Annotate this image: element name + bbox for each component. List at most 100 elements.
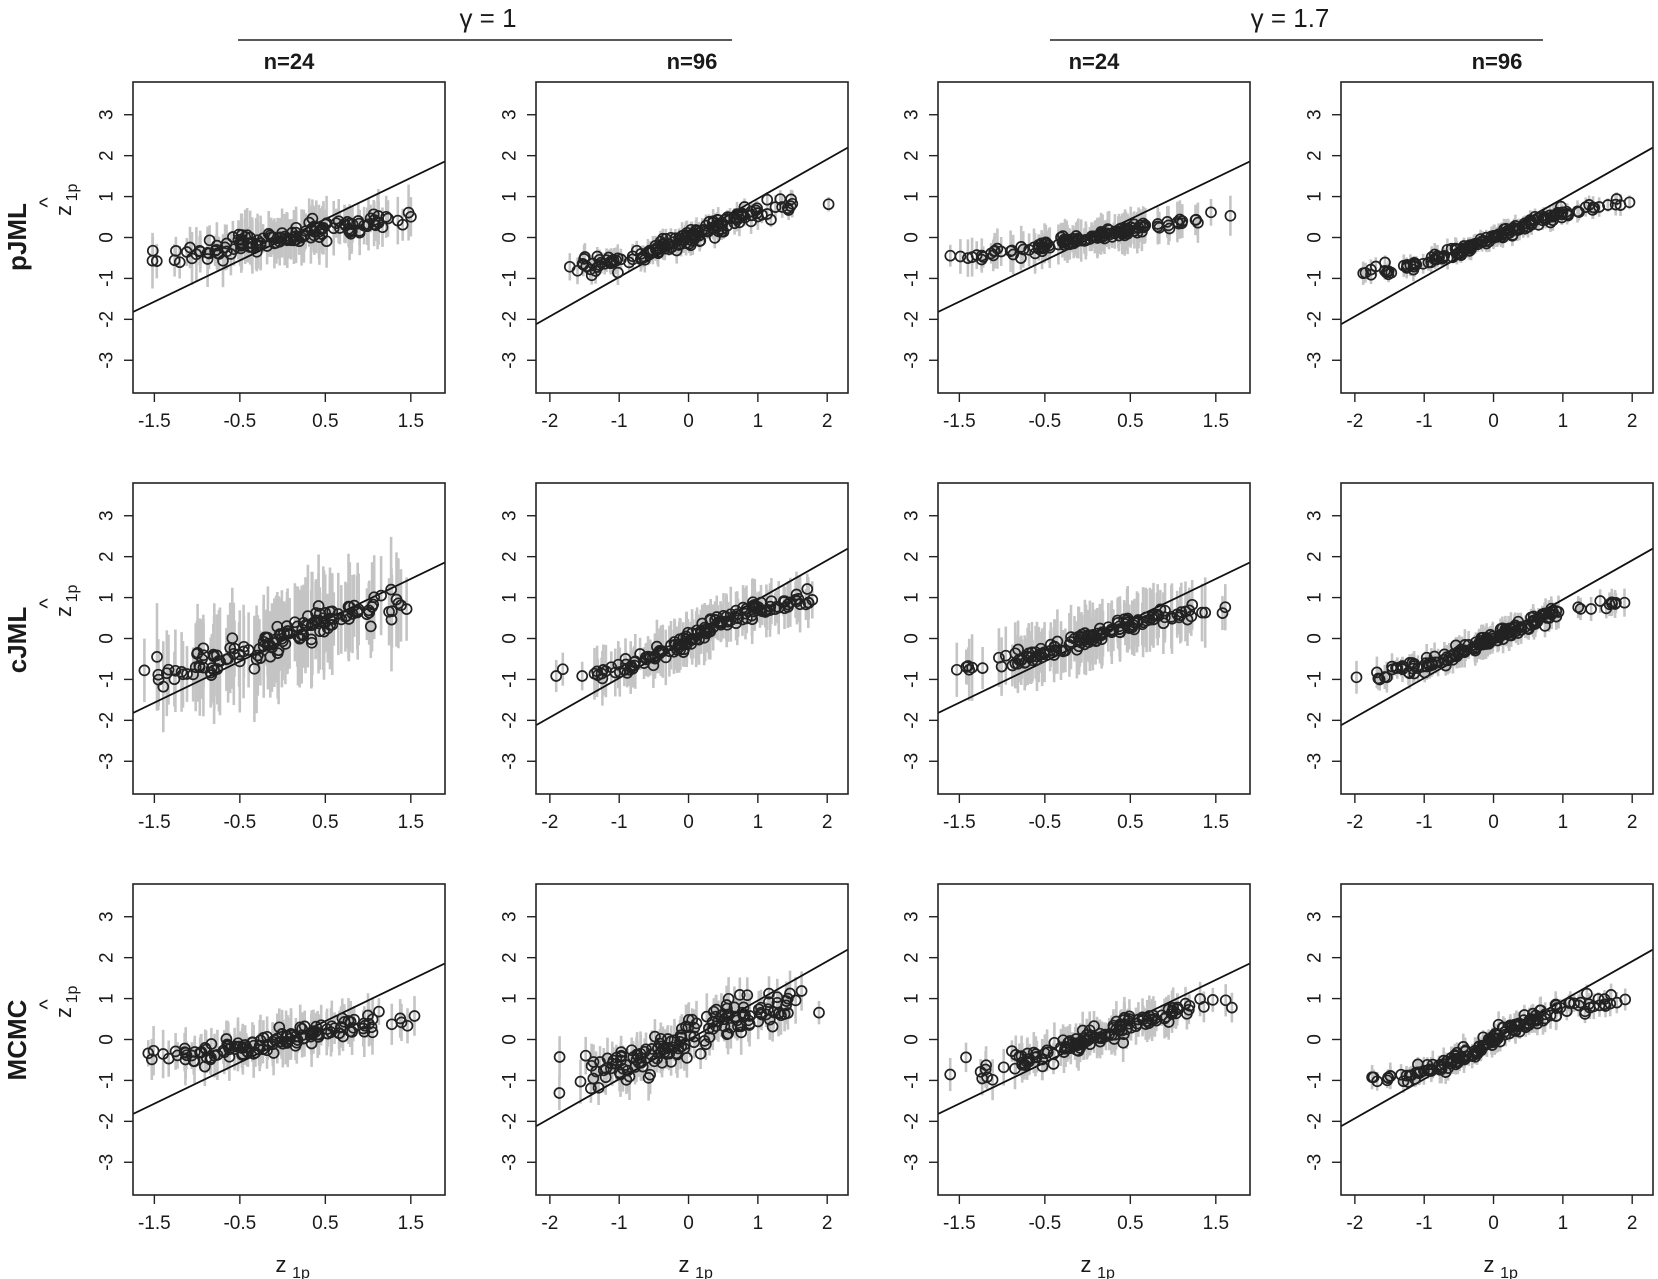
data-point-pjml-g17-n96-142 xyxy=(1408,260,1421,273)
data-point-mcmc-g17-n24-65 xyxy=(997,1061,1010,1074)
x-tick-label-cjml-g1-n96-1: -1 xyxy=(611,812,628,833)
data-point-cjml-g17-n24-117 xyxy=(1158,611,1171,624)
data-point-cjml-g1-n96-123 xyxy=(717,609,730,622)
data-point-cjml-g17-n96-151 xyxy=(1515,621,1527,633)
data-point-cjml-g17-n96-96 xyxy=(1525,611,1537,624)
data-point-pjml-g17-n96-148 xyxy=(1365,263,1377,276)
data-point-mcmc-g1-n96-113 xyxy=(553,1087,566,1099)
data-point-cjml-g1-n24-87 xyxy=(152,668,165,681)
data-point-pjml-g1-n96-126 xyxy=(635,252,648,264)
data-point-pjml-g1-n96-150 xyxy=(774,193,787,205)
x-tick-label-pjml-g17-n96-0: -2 xyxy=(1346,411,1363,432)
y-tick-label-cjml-g17-n24-3: 0 xyxy=(902,633,923,644)
data-point-mcmc-g1-n24-101 xyxy=(257,1043,269,1056)
data-point-mcmc-g17-n96-130 xyxy=(1508,1018,1521,1031)
data-point-mcmc-g1-n96-135 xyxy=(649,1030,661,1043)
data-point-pjml-g17-n96-155 xyxy=(1491,229,1503,242)
data-point-pjml-g17-n24-94 xyxy=(1085,230,1098,243)
data-point-mcmc-g1-n24-99 xyxy=(290,1030,302,1043)
data-point-cjml-g1-n96-134 xyxy=(784,596,797,609)
x-tick-label-cjml-g17-n24-0: -1.5 xyxy=(943,812,976,833)
panel-cjml-g1-n96: -3 -2 -1 0 1 2 3 -2 -1 0 1 2 xyxy=(500,482,849,833)
plot-area-pjml-g17-n24 xyxy=(938,160,1250,313)
data-point-mcmc-g17-n96-93 xyxy=(1469,1046,1482,1059)
x-tick-label-pjml-g1-n24-2: 0.5 xyxy=(312,411,338,432)
y-tick-label-mcmc-g1-n24-0: -3 xyxy=(97,1154,118,1171)
y-tick-label-cjml-g1-n24-5: 2 xyxy=(97,551,118,562)
data-point-pjml-g17-n24-63 xyxy=(1224,209,1237,222)
data-point-pjml-g1-n96-154 xyxy=(680,229,692,242)
x-axis-sub-mcmc-g1-n96: 1p xyxy=(695,1265,713,1279)
data-point-pjml-g17-n24-139 xyxy=(1120,223,1133,236)
panel-pjml-g17-n24: -3 -2 -1 0 1 2 3 -1.5 -0.5 0.5 1.5 xyxy=(902,81,1251,432)
data-point-cjml-g17-n96-145 xyxy=(1381,671,1393,684)
data-point-pjml-g1-n24-126 xyxy=(345,227,357,240)
data-point-cjml-g17-n24-134 xyxy=(966,661,978,674)
data-point-mcmc-g17-n96-136 xyxy=(1409,1067,1422,1079)
y-tick-label-pjml-g1-n24-0: -3 xyxy=(97,352,118,369)
data-point-cjml-g1-n24-97 xyxy=(213,654,225,667)
data-point-pjml-g1-n24-82 xyxy=(367,208,380,221)
data-point-cjml-g17-n24-125 xyxy=(1147,613,1160,626)
data-point-mcmc-g17-n24-35 xyxy=(1198,1001,1210,1013)
y-tick-label-cjml-g1-n96-3: 0 xyxy=(500,633,521,644)
y-tick-label-mcmc-g1-n96-4: 1 xyxy=(500,993,521,1004)
data-point-cjml-g17-n96-146 xyxy=(1528,618,1540,631)
data-point-cjml-g1-n24-53 xyxy=(364,620,377,633)
x-tick-label-pjml-g1-n96-2: 0 xyxy=(683,411,694,432)
gamma-label-2: γ = 1.7 xyxy=(1251,3,1330,33)
data-point-cjml-g17-n24-115 xyxy=(1029,646,1042,659)
y-tick-label-mcmc-g1-n24-5: 2 xyxy=(97,952,118,963)
panel-pjml-g1-n24: -3 -2 -1 0 1 2 3 -1.5 -0.5 0.5 1.5 ^z 1p xyxy=(35,81,446,432)
y-tick-label-mcmc-g17-n24-2: -1 xyxy=(902,1072,923,1089)
data-point-cjml-g1-n24-127 xyxy=(181,668,193,680)
y-tick-label-mcmc-g17-n96-4: 1 xyxy=(1305,993,1326,1004)
data-point-mcmc-g17-n24-118 xyxy=(1009,1049,1022,1061)
data-point-mcmc-g17-n24-12 xyxy=(960,1051,972,1064)
data-point-mcmc-g17-n24-58 xyxy=(1036,1060,1049,1073)
data-point-pjml-g1-n24-128 xyxy=(190,248,203,261)
data-point-mcmc-g1-n24-137 xyxy=(358,1019,371,1032)
data-point-cjml-g17-n96-149 xyxy=(1499,623,1512,635)
data-point-cjml-g1-n96-149 xyxy=(754,603,766,616)
data-point-pjml-g1-n24-121 xyxy=(368,214,381,226)
y-tick-label-cjml-g1-n24-6: 3 xyxy=(97,510,118,521)
data-point-mcmc-g17-n24-136 xyxy=(1081,1033,1093,1045)
y-tick-label-mcmc-g17-n96-0: -3 xyxy=(1305,1154,1326,1171)
data-point-cjml-g17-n96-142 xyxy=(1408,660,1420,672)
data-point-cjml-g1-n24-137 xyxy=(177,668,189,681)
row-label-mcmc: MCMC xyxy=(2,999,32,1080)
data-point-mcmc-g17-n24-130 xyxy=(1136,1013,1149,1026)
data-point-pjml-g1-n24-108 xyxy=(235,239,248,252)
panel-pjml-g17-n96: -3 -2 -1 0 1 2 3 -2 -1 0 1 2 xyxy=(1305,81,1654,432)
data-point-cjml-g1-n96-152 xyxy=(624,661,637,674)
data-point-cjml-g1-n24-66 xyxy=(168,673,181,686)
x-tick-label-mcmc-g17-n24-0: -1.5 xyxy=(943,1213,976,1234)
x-tick-label-cjml-g17-n96-3: 1 xyxy=(1558,812,1569,833)
data-point-pjml-g17-n96-122 xyxy=(1433,251,1445,264)
data-point-cjml-g1-n96-156 xyxy=(685,638,698,650)
data-point-mcmc-g1-n96-152 xyxy=(665,1056,677,1068)
y-tick-label-cjml-g1-n96-2: -1 xyxy=(500,671,521,688)
data-point-mcmc-g1-n96-71 xyxy=(733,989,746,1001)
data-point-mcmc-g1-n96-138 xyxy=(601,1052,614,1065)
data-point-cjml-g1-n24-115 xyxy=(301,619,314,632)
data-point-cjml-g1-n24-136 xyxy=(152,673,165,686)
data-point-mcmc-g17-n96-100 xyxy=(1563,997,1575,1009)
y-tick-label-pjml-g17-n24-5: 2 xyxy=(902,150,923,161)
data-point-cjml-g1-n96-141 xyxy=(550,670,563,682)
data-point-cjml-g1-n96-159 xyxy=(747,601,760,613)
data-point-mcmc-g17-n24-104 xyxy=(1117,1036,1130,1049)
data-point-mcmc-g17-n24-76 xyxy=(1088,1020,1100,1032)
data-point-pjml-g17-n24-138 xyxy=(1067,237,1080,250)
data-point-mcmc-g1-n96-153 xyxy=(694,1047,707,1060)
data-point-pjml-g17-n96-120 xyxy=(1400,262,1413,274)
data-point-mcmc-g17-n24-98 xyxy=(979,1063,992,1076)
data-point-cjml-g1-n24-107 xyxy=(251,649,264,662)
x-axis-sub-mcmc-g17-n24: 1p xyxy=(1097,1265,1115,1279)
y-tick-label-cjml-g17-n24-2: -1 xyxy=(902,671,923,688)
data-point-cjml-g17-n96-64 xyxy=(1396,660,1409,672)
data-point-cjml-g1-n96-138 xyxy=(740,602,753,615)
